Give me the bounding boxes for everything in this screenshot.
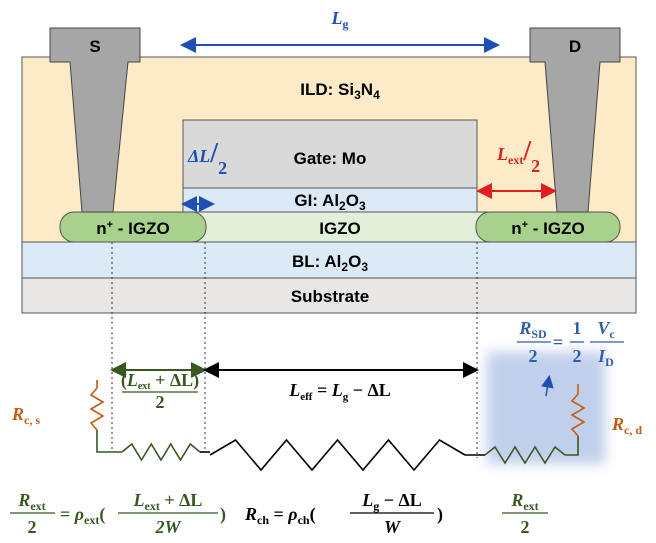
gate-label: Gate: Mo xyxy=(294,149,367,168)
igzo-label: IGZO xyxy=(319,219,361,238)
diagram: S D ILD: Si3N4 Gate: Mo GI: Al2O3 IGZO n… xyxy=(0,0,656,543)
channel-resistor xyxy=(210,440,465,470)
source-label: S xyxy=(89,37,100,56)
rc-d-label: Rc, d xyxy=(611,414,642,437)
wire xyxy=(97,430,122,452)
eq-text: ) xyxy=(437,504,443,525)
id: ID xyxy=(597,346,614,369)
rext-left-eq: Rext 2 = ρext( Lext + ΔL 2W ) xyxy=(10,490,226,537)
half-num: 1 xyxy=(573,318,582,338)
eq-text: Rext xyxy=(17,490,45,513)
half-den: 2 xyxy=(573,346,582,366)
contact-len-den: 2 xyxy=(156,392,165,412)
eq-text: Rext xyxy=(510,490,538,513)
eq-text: 2 xyxy=(521,517,530,537)
rsd-num: RSD xyxy=(518,318,547,341)
drain-label: D xyxy=(569,37,581,56)
l-eff-label: Leff = Lg − ΔL xyxy=(288,380,391,403)
eq-text: 2 xyxy=(28,517,37,537)
eq-text: Rch = ρch( xyxy=(244,504,316,527)
bl-label: BL: Al2O3 xyxy=(292,252,368,274)
rsd-den: 2 xyxy=(529,346,538,366)
eq-text: Lext + ΔL xyxy=(133,490,203,513)
vc: Vc xyxy=(597,318,615,341)
eq-text: ) xyxy=(220,504,226,525)
rch-eq: Rch = ρch( Lg − ΔL W ) xyxy=(244,490,443,537)
ext-resistor xyxy=(122,444,200,460)
rc-s-label: Rc, s xyxy=(11,404,40,427)
eq-text: = ρext( xyxy=(60,504,105,527)
eq-text: W xyxy=(384,517,402,537)
gi-label: GI: Al2O3 xyxy=(294,191,366,213)
eq-text: 2W xyxy=(154,517,182,537)
equals: = xyxy=(553,332,563,352)
rext-right-eq: Rext 2 xyxy=(502,490,548,537)
contact-resistor xyxy=(91,388,103,430)
ild-label: ILD: Si3N4 xyxy=(300,80,380,102)
lg-label: Lg xyxy=(331,8,349,31)
highlight xyxy=(487,352,605,464)
eq-text: Lg − ΔL xyxy=(361,490,422,513)
substrate-label: Substrate xyxy=(291,287,369,306)
contact-len-num: (Lext + ΔL) xyxy=(121,370,199,392)
